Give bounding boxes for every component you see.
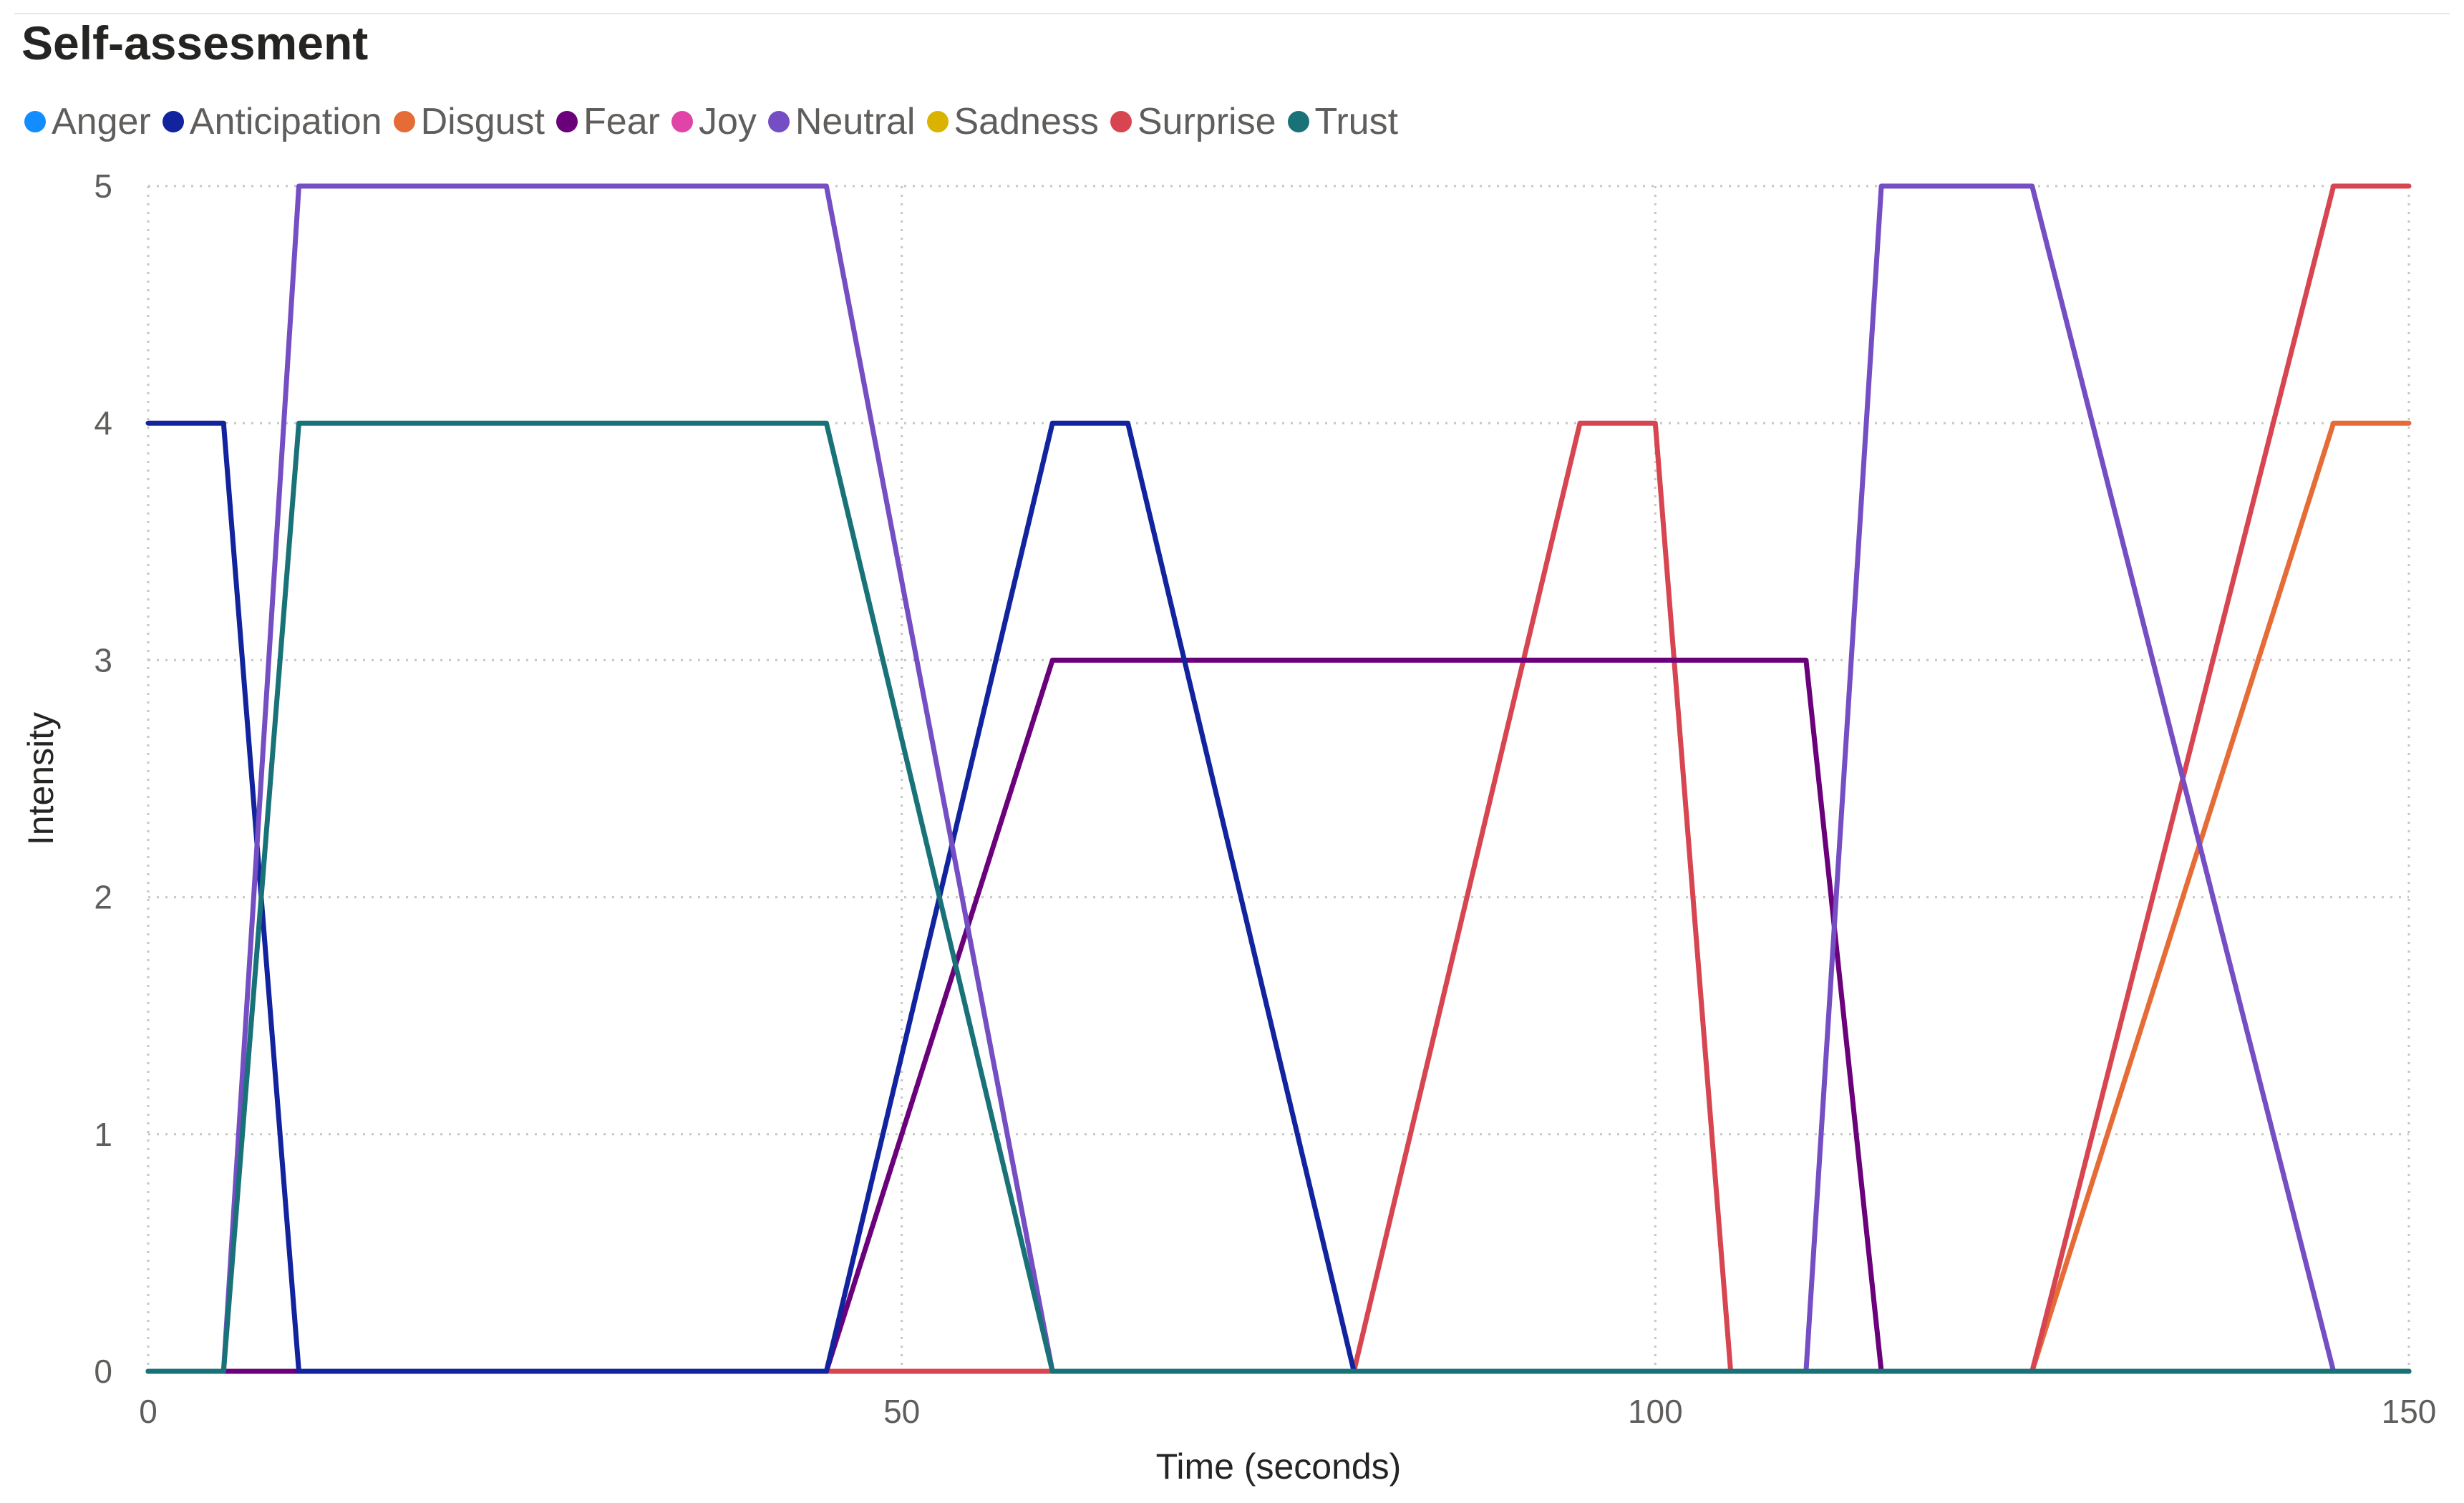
series-line-neutral[interactable] (145, 183, 2412, 1374)
y-tick-label: 0 (94, 1353, 112, 1390)
legend-marker (24, 111, 46, 132)
legend-marker (1287, 111, 1309, 132)
legend-label: Sadness (954, 101, 1099, 142)
series-line-surprise[interactable] (145, 183, 2412, 1374)
y-tick-label: 4 (94, 404, 112, 442)
chart-title: Self-assesment (21, 16, 369, 69)
legend-label: Fear (583, 101, 660, 142)
y-tick-label: 5 (94, 167, 112, 205)
legend-label: Joy (698, 101, 757, 142)
legend-label: Anger (52, 101, 151, 142)
legend-marker (926, 111, 949, 132)
legend-marker (1110, 111, 1132, 132)
legend-item-trust[interactable]: Trust (1287, 100, 1399, 143)
chart-legend: Anger Anticipation Disgust Fear Joy Neutral Sa… (24, 96, 1410, 147)
legend-marker (767, 111, 790, 132)
legend-item-neutral[interactable]: Neutral (767, 100, 916, 143)
legend-item-disgust[interactable]: Disgust (393, 100, 545, 143)
y-tick-label: 2 (94, 879, 112, 916)
legend-item-joy[interactable]: Joy (671, 100, 757, 143)
x-tick-label: 100 (1628, 1393, 1683, 1430)
series-line-trust[interactable] (145, 420, 2412, 1374)
legend-label: Surprise (1137, 101, 1276, 142)
legend-label: Trust (1314, 101, 1399, 142)
legend-item-surprise[interactable]: Surprise (1110, 100, 1276, 143)
legend-marker (671, 111, 693, 132)
y-tick-label: 3 (94, 641, 112, 678)
y-axis-title: Intensity (21, 712, 61, 845)
legend-label: Disgust (420, 101, 545, 142)
header-divider (14, 13, 2450, 14)
series-lines (145, 183, 2412, 1374)
legend-item-fear[interactable]: Fear (556, 100, 660, 143)
legend-marker (162, 111, 184, 132)
series-line-fear[interactable] (145, 657, 2412, 1374)
legend-label: Anticipation (189, 101, 382, 142)
legend-item-anger[interactable]: Anger (24, 100, 151, 143)
x-tick-label: 150 (2382, 1393, 2437, 1430)
legend-item-sadness[interactable]: Sadness (926, 100, 1099, 143)
x-tick-label: 0 (139, 1393, 157, 1430)
legend-item-anticipation[interactable]: Anticipation (162, 100, 382, 143)
legend-marker (393, 111, 415, 132)
y-tick-label: 1 (94, 1116, 112, 1153)
legend-label: Neutral (795, 101, 916, 142)
legend-marker (556, 111, 578, 132)
x-tick-label: 50 (883, 1393, 920, 1430)
x-axis-title: Time (seconds) (1156, 1446, 1402, 1487)
grid-lines (147, 185, 2410, 1373)
